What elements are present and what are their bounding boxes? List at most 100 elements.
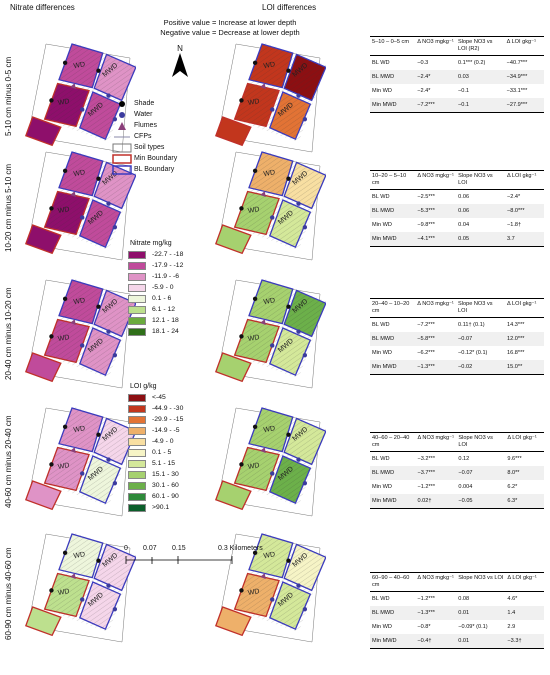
nitrate-legend-item: -22.7 - -18 [128,249,238,260]
svg-text:WD: WD [73,551,86,560]
legend-water-label: Water [134,111,153,118]
table-header-cell: Δ LOI gkg⁻¹ [505,433,544,452]
north-label: N [177,44,183,53]
table-row: BL WD −1.2*** 0.08 4.6* [370,592,544,607]
table-header-cell: 5–10 – 0–5 cm [370,37,416,56]
table-row: Min WD −2.4* −0.1 −33.1*** [370,84,544,98]
loi-legend-item: >90.1 [128,502,238,513]
nitrate-legend-item: 12.1 - 18 [128,315,238,326]
loi-map-row-2: WD MWD WD MWD [214,148,327,269]
table-header-cell: Slope NO3 vs LOI [456,433,506,452]
table-cell: 0.12 [458,456,470,462]
loi-map-row-1: WD MWD WD MWD [214,40,327,161]
nitrate-legend-item: 0.1 - 6 [128,293,238,304]
svg-text:WD: WD [57,206,70,215]
row-label-1: 5-10 cm minus 0-5 cm [4,56,13,136]
scale-tick-1: 0.07 [143,545,157,552]
table-cell: −0.1 [457,88,469,94]
nitrate-legend-label: -11.9 - -6 [152,273,180,280]
table-header-cell: Slope NO3 vs LOI [456,171,505,190]
table-row: BL MWD −3.7*** −0.07 8.0** [370,466,544,480]
table-cell: 15.0** [505,360,544,374]
table-row: Min WD −1.2*** 0.004 6.2* [370,480,544,494]
blue-box-icon [112,164,132,175]
nitrate-legend-label: 18.1 - 24 [152,328,179,335]
nitrate-legend-swatch [128,327,146,336]
nitrate-legend-item: -11.9 - -6 [128,271,238,282]
table-row: BL MWD −5.3*** 0.06 −8.0*** [370,204,544,218]
table-row: BL WD −7.2*** 0.11† (0.1) 14.3*** [370,318,544,333]
table-header-cell: 10–20 – 5–10 cm [370,171,416,190]
table-cell: 0.06 [456,204,505,218]
row-label-2: 10-20 cm minus 5-10 cm [4,163,13,252]
purple-triangle-icon [118,121,126,130]
loi-legend-swatch [128,393,146,402]
nitrate-map-row-4: WD MWD WD MWD [24,404,137,525]
table-cell: −1.2*** [417,596,435,602]
stats-table-5: 60–90 – 40–60 cm Δ NO3 mgkg⁻¹ Slope NO3 vs… [370,572,544,649]
table-cell: BL WD [372,596,390,602]
svg-text:WD: WD [247,98,260,107]
table-cell: Min WD [372,222,392,228]
table-cell: −6.2*** [417,350,435,356]
table-cell: BL MWD [370,332,416,346]
table-cell: −2.4* [417,88,431,94]
svg-text:WD: WD [263,61,276,70]
svg-text:WD: WD [73,169,86,178]
loi-legend-label: 15.1 - 30 [152,471,179,478]
table-cell: 9.6*** [507,456,522,462]
loi-legend-swatch [128,492,146,501]
table-cell: 0.004 [458,484,473,490]
nitrate-legend-label: -22.7 - -18 [152,251,184,258]
stats-table-1: 5–10 – 0–5 cm Δ NO3 mgkg⁻¹ Slope NO3 vs LO… [370,36,544,113]
table-row: BL MWD −2.4* 0.03 −34.9*** [370,70,544,84]
loi-legend-swatch [128,470,146,479]
loi-map-graphic: WD MWD WD MWD [214,150,327,261]
legend-water: Water [110,109,230,120]
loi-legend-swatch [128,404,146,413]
svg-text:WD: WD [73,61,86,70]
table-row: BL MWD −5.8*** −0.07 12.0*** [370,332,544,346]
table-cell: 0.1*** (0.2) [457,60,486,66]
table-cell: 0.01 [456,634,506,648]
legend-min: Min Boundary [110,153,230,164]
table-header-cell: Δ NO3 mgkg⁻¹ [415,573,457,592]
table-header-cell: Δ NO3 mgkg⁻¹ [415,433,457,452]
table-cell: −0.07 [456,332,506,346]
loi-legend-swatch [128,415,146,424]
table-cell: BL MWD [370,70,416,84]
table-cell: BL WD [372,194,390,200]
nitrate-legend-swatch [128,261,146,270]
table-cell: −2.4* [506,194,521,200]
loi-legend-item: 5.1 - 15 [128,458,238,469]
row-label-4: 40-60 cm minus 20-40 cm [4,415,13,508]
loi-legend-label: -44.9 - -30 [152,405,184,412]
loi-legend-item: -44.9 - -30 [128,403,238,414]
nitrate-legend-swatch [128,283,146,292]
loi-map-row-3: WD MWD WD MWD [214,276,327,397]
nitrate-map-row-2: WD MWD WD MWD [24,148,137,269]
table-cell: 0.11† (0.1) [458,322,485,328]
table-cell: −0.12* (0.1) [458,350,488,356]
gray-line-icon [114,136,130,137]
nitrate-legend-swatch [128,250,146,259]
table-header-cell: 60–90 – 40–60 cm [370,573,416,592]
blue-dot-icon [119,111,125,118]
table-cell: −0.05 [456,494,506,508]
table-cell: −3.7*** [415,466,457,480]
loi-legend-swatch [128,448,146,457]
nitrate-legend-item: 18.1 - 24 [128,326,238,337]
table-cell: −0.07 [456,466,506,480]
table-cell: −0.8* [417,624,431,630]
table-cell: 14.3*** [507,322,525,328]
table-header-cell: 20–40 – 10–20 cm [370,299,416,318]
loi-legend-label: 30.1 - 60 [152,482,179,489]
nitrate-map-graphic: WD MWD WD MWD [24,42,137,153]
table-row: Min MWD −1.3*** −0.02 15.0** [370,360,544,374]
table-row: Min MWD −7.2*** −0.1 −27.9*** [370,98,544,112]
legend-cfps: CFPs [110,131,230,142]
table-cell: −27.9*** [504,98,544,112]
legend-flumes: Flumes [110,120,230,131]
loi-legend-swatch [128,503,146,512]
table-cell: −0.1 [455,98,505,112]
